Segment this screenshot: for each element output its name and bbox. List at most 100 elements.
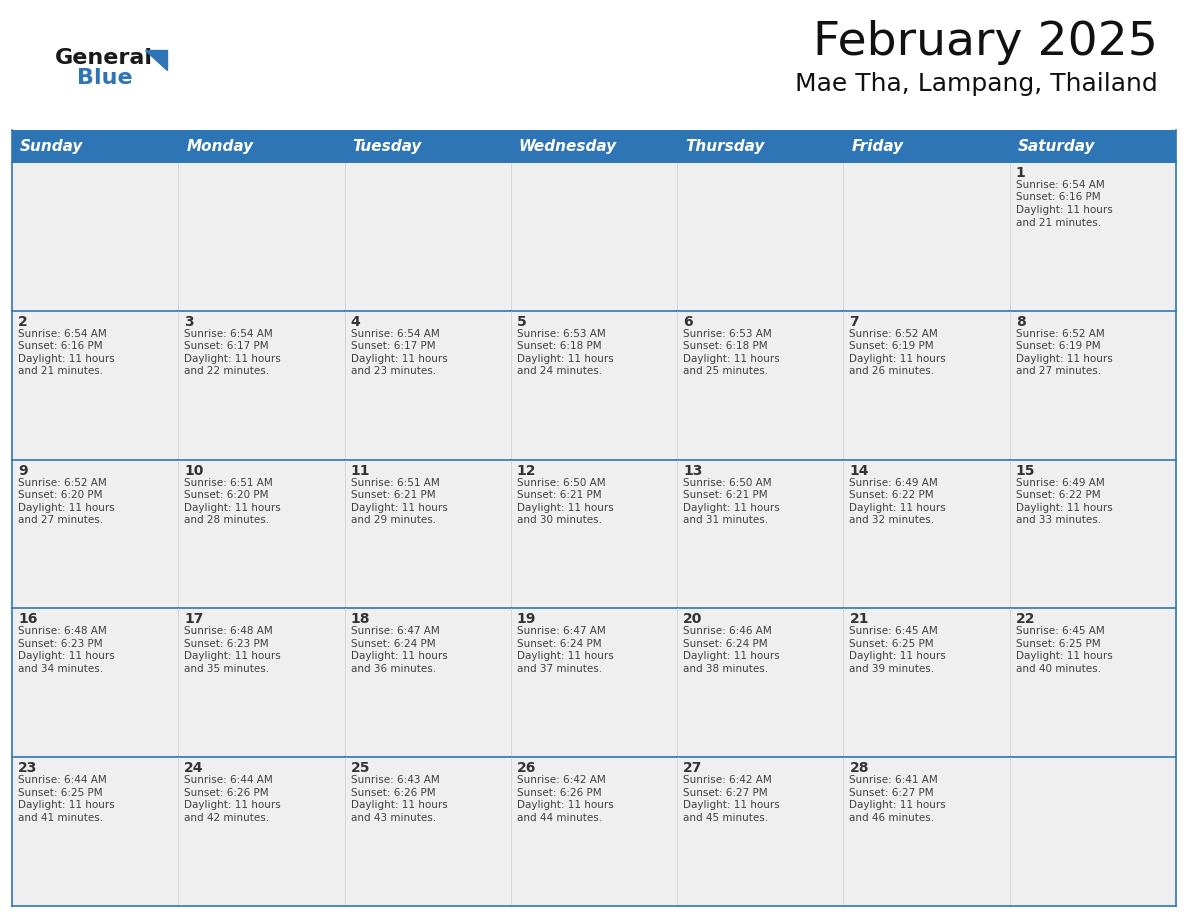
Text: Sunrise: 6:44 AM: Sunrise: 6:44 AM	[184, 775, 273, 785]
Text: Sunset: 6:26 PM: Sunset: 6:26 PM	[184, 788, 268, 798]
Text: Sunrise: 6:47 AM: Sunrise: 6:47 AM	[517, 626, 606, 636]
Bar	[178, 162, 345, 311]
Text: Sunset: 6:25 PM: Sunset: 6:25 PM	[18, 788, 102, 798]
Text: and 26 minutes.: and 26 minutes.	[849, 366, 935, 376]
Text: and 38 minutes.: and 38 minutes.	[683, 664, 769, 674]
Bar	[345, 162, 511, 311]
Text: and 30 minutes.: and 30 minutes.	[517, 515, 602, 525]
Bar	[178, 311, 345, 460]
Text: 22: 22	[1016, 612, 1035, 626]
Text: Sunrise: 6:53 AM: Sunrise: 6:53 AM	[683, 329, 772, 339]
Text: February 2025: February 2025	[813, 20, 1158, 65]
Bar	[12, 162, 178, 311]
Text: 15: 15	[1016, 464, 1035, 477]
Text: Sunrise: 6:41 AM: Sunrise: 6:41 AM	[849, 775, 939, 785]
Text: 24: 24	[184, 761, 204, 775]
Text: Sunset: 6:18 PM: Sunset: 6:18 PM	[683, 341, 767, 352]
Text: Daylight: 11 hours: Daylight: 11 hours	[350, 502, 448, 512]
Text: Daylight: 11 hours: Daylight: 11 hours	[849, 652, 946, 661]
Bar	[178, 757, 345, 906]
Bar	[1010, 311, 1176, 460]
Text: Sunrise: 6:48 AM: Sunrise: 6:48 AM	[18, 626, 107, 636]
Text: 16: 16	[18, 612, 37, 626]
Text: 17: 17	[184, 612, 203, 626]
Text: Daylight: 11 hours: Daylight: 11 hours	[683, 800, 779, 811]
Text: Sunrise: 6:54 AM: Sunrise: 6:54 AM	[350, 329, 440, 339]
Text: 20: 20	[683, 612, 702, 626]
Text: Sunset: 6:24 PM: Sunset: 6:24 PM	[683, 639, 767, 649]
Text: Sunset: 6:23 PM: Sunset: 6:23 PM	[184, 639, 268, 649]
Text: Daylight: 11 hours: Daylight: 11 hours	[18, 652, 115, 661]
Text: Daylight: 11 hours: Daylight: 11 hours	[849, 502, 946, 512]
Text: 14: 14	[849, 464, 868, 477]
Bar	[345, 311, 511, 460]
Text: Daylight: 11 hours: Daylight: 11 hours	[184, 502, 282, 512]
Text: Sunset: 6:19 PM: Sunset: 6:19 PM	[849, 341, 934, 352]
Text: Sunrise: 6:42 AM: Sunrise: 6:42 AM	[517, 775, 606, 785]
Text: Sunrise: 6:54 AM: Sunrise: 6:54 AM	[1016, 180, 1105, 190]
Text: General: General	[55, 48, 153, 68]
Text: 11: 11	[350, 464, 371, 477]
Text: and 25 minutes.: and 25 minutes.	[683, 366, 769, 376]
Text: 28: 28	[849, 761, 868, 775]
Bar	[12, 609, 178, 757]
Text: Daylight: 11 hours: Daylight: 11 hours	[18, 800, 115, 811]
Bar	[1010, 162, 1176, 311]
Text: Sunset: 6:19 PM: Sunset: 6:19 PM	[1016, 341, 1100, 352]
Text: Sunset: 6:22 PM: Sunset: 6:22 PM	[849, 490, 934, 500]
Text: Sunset: 6:26 PM: Sunset: 6:26 PM	[350, 788, 435, 798]
Text: Sunrise: 6:42 AM: Sunrise: 6:42 AM	[683, 775, 772, 785]
Text: 1: 1	[1016, 166, 1025, 180]
Text: and 42 minutes.: and 42 minutes.	[184, 812, 270, 823]
Text: and 44 minutes.: and 44 minutes.	[517, 812, 602, 823]
Text: Daylight: 11 hours: Daylight: 11 hours	[517, 800, 614, 811]
Bar	[677, 162, 843, 311]
Text: Sunset: 6:16 PM: Sunset: 6:16 PM	[18, 341, 102, 352]
Text: Sunset: 6:27 PM: Sunset: 6:27 PM	[849, 788, 934, 798]
Bar	[345, 609, 511, 757]
Bar	[843, 460, 1010, 609]
Text: Sunrise: 6:54 AM: Sunrise: 6:54 AM	[184, 329, 273, 339]
Text: 25: 25	[350, 761, 371, 775]
Text: Sunrise: 6:44 AM: Sunrise: 6:44 AM	[18, 775, 107, 785]
Text: Sunset: 6:24 PM: Sunset: 6:24 PM	[350, 639, 435, 649]
Text: Saturday: Saturday	[1018, 139, 1095, 153]
Text: 6: 6	[683, 315, 693, 329]
Text: and 21 minutes.: and 21 minutes.	[1016, 218, 1101, 228]
Bar	[843, 311, 1010, 460]
Text: Sunrise: 6:52 AM: Sunrise: 6:52 AM	[849, 329, 939, 339]
Text: and 21 minutes.: and 21 minutes.	[18, 366, 103, 376]
Text: Sunset: 6:22 PM: Sunset: 6:22 PM	[1016, 490, 1100, 500]
Text: Sunrise: 6:47 AM: Sunrise: 6:47 AM	[350, 626, 440, 636]
Text: Friday: Friday	[852, 139, 904, 153]
Text: and 29 minutes.: and 29 minutes.	[350, 515, 436, 525]
Text: 19: 19	[517, 612, 536, 626]
Text: 27: 27	[683, 761, 702, 775]
Text: 10: 10	[184, 464, 203, 477]
Text: Thursday: Thursday	[685, 139, 765, 153]
Bar	[511, 311, 677, 460]
Text: Sunset: 6:21 PM: Sunset: 6:21 PM	[350, 490, 435, 500]
Text: Daylight: 11 hours: Daylight: 11 hours	[18, 353, 115, 364]
Text: Daylight: 11 hours: Daylight: 11 hours	[350, 800, 448, 811]
Text: Sunrise: 6:52 AM: Sunrise: 6:52 AM	[1016, 329, 1105, 339]
Text: and 41 minutes.: and 41 minutes.	[18, 812, 103, 823]
Text: 26: 26	[517, 761, 536, 775]
Polygon shape	[145, 50, 168, 70]
Text: Sunset: 6:17 PM: Sunset: 6:17 PM	[184, 341, 268, 352]
Text: 21: 21	[849, 612, 868, 626]
Text: Daylight: 11 hours: Daylight: 11 hours	[1016, 502, 1112, 512]
Bar	[12, 130, 1176, 162]
Text: and 22 minutes.: and 22 minutes.	[184, 366, 270, 376]
Bar	[345, 460, 511, 609]
Bar	[677, 609, 843, 757]
Text: Daylight: 11 hours: Daylight: 11 hours	[184, 800, 282, 811]
Text: and 39 minutes.: and 39 minutes.	[849, 664, 935, 674]
Text: Mae Tha, Lampang, Thailand: Mae Tha, Lampang, Thailand	[795, 72, 1158, 96]
Text: 4: 4	[350, 315, 360, 329]
Text: and 31 minutes.: and 31 minutes.	[683, 515, 769, 525]
Text: Daylight: 11 hours: Daylight: 11 hours	[517, 652, 614, 661]
Text: Daylight: 11 hours: Daylight: 11 hours	[683, 652, 779, 661]
Text: 5: 5	[517, 315, 526, 329]
Bar	[12, 311, 178, 460]
